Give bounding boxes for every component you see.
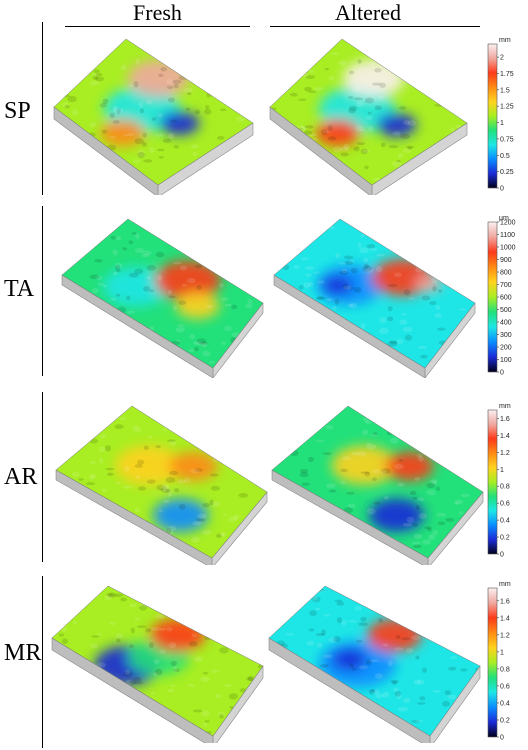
surface-ar-fresh bbox=[55, 405, 268, 565]
colorbar-tick-label: 1100 bbox=[500, 232, 515, 239]
surface-ta-fresh bbox=[61, 218, 264, 378]
colorbar-tick-label: 1 bbox=[500, 649, 504, 656]
colorbar-tick-label: 1.25 bbox=[500, 104, 514, 111]
row-rule-ta bbox=[42, 206, 43, 376]
colorbar-unit: mm bbox=[499, 581, 511, 588]
column-heading-fresh: Fresh bbox=[133, 0, 182, 25]
colorbar-tick-label: 0.2 bbox=[500, 535, 510, 542]
row-label-ta: TA bbox=[4, 276, 35, 302]
colorbar-tick-label: 0 bbox=[500, 735, 504, 742]
colorbar-tick-label: 0.75 bbox=[500, 136, 514, 143]
colorbar-tick-label: 1.75 bbox=[500, 71, 514, 78]
surface-top bbox=[270, 39, 467, 185]
colorbar-tick-label: 0.8 bbox=[500, 666, 510, 673]
colorbar-tick-label: 0.4 bbox=[500, 518, 510, 525]
surface-ar-altered bbox=[271, 405, 484, 565]
colorbar-tick-label: 1.5 bbox=[500, 87, 510, 94]
colorbar-tick-label: 0 bbox=[500, 370, 504, 377]
row-label-ar: AR bbox=[4, 464, 38, 490]
surface-ta-altered bbox=[273, 218, 476, 378]
colorbar-ar: mm 0 0.2 0.4 0.6 0.8 1 1.2 1.4 1.6 bbox=[487, 403, 511, 559]
colorbar-tick-label: 600 bbox=[500, 295, 512, 302]
colorbar-tick-label: 900 bbox=[500, 257, 512, 264]
colorbar-tick-label: 0.8 bbox=[500, 484, 510, 491]
surface-top bbox=[54, 39, 253, 185]
column-rule-altered bbox=[270, 26, 480, 27]
colorbar-unit: mm bbox=[499, 37, 511, 44]
colorbar-mr: mm 0 0.2 0.4 0.6 0.8 1 1.2 1.4 1.6 bbox=[487, 581, 511, 742]
colorbar-tick-label: 1 bbox=[500, 467, 504, 474]
colorbar-tick-label: 200 bbox=[500, 345, 512, 352]
colorbar-tick-label: 1000 bbox=[500, 245, 516, 252]
colorbar-tick-label: 1.4 bbox=[500, 615, 510, 622]
colorbar-tick-label: 2 bbox=[500, 55, 504, 62]
colorbar-tick-label: 0.6 bbox=[500, 501, 510, 508]
column-heading-altered: Altered bbox=[335, 0, 401, 25]
colorbar-tick-label: 0 bbox=[500, 186, 504, 193]
colorbar-tick-label: 1.4 bbox=[500, 433, 510, 440]
colorbar-tick-label: 1.6 bbox=[500, 416, 510, 423]
colorbar-tick-label: 0 bbox=[500, 552, 504, 559]
colorbar-tick-label: 700 bbox=[500, 282, 512, 289]
colorbar-tick-label: 1 bbox=[500, 120, 504, 127]
surface-top bbox=[274, 219, 475, 368]
column-rule-fresh bbox=[65, 26, 250, 27]
colorbar-gradient bbox=[487, 409, 498, 555]
colorbar-tick-label: 1.2 bbox=[500, 632, 510, 639]
colorbar-tick-label: 1.2 bbox=[500, 450, 510, 457]
colorbar-tick-label: 0.25 bbox=[500, 169, 514, 176]
colorbar-tick-label: 0.5 bbox=[500, 153, 510, 160]
row-rule-ar bbox=[42, 392, 43, 562]
surface-sp-fresh bbox=[53, 38, 254, 195]
colorbar-tick-label: 400 bbox=[500, 320, 512, 327]
colorbar-tick-label: 1.6 bbox=[500, 598, 510, 605]
colorbar-tick-label: 1200 bbox=[500, 220, 516, 227]
colorbar-unit: µm bbox=[499, 215, 509, 222]
colorbar-tick-label: 0.2 bbox=[500, 717, 510, 724]
colorbar-tick-label: 300 bbox=[500, 332, 512, 339]
colorbar-unit: mm bbox=[499, 403, 511, 410]
surface-mr-fresh bbox=[51, 585, 264, 743]
surface-mr-altered bbox=[268, 585, 481, 743]
colorbar-tick-label: 500 bbox=[500, 307, 512, 314]
surface-top bbox=[272, 406, 483, 558]
row-label-mr: MR bbox=[4, 640, 42, 666]
row-rule-sp bbox=[42, 22, 43, 195]
colorbar-tick-label: 0.4 bbox=[500, 700, 510, 707]
colorbar-tick-label: 0.6 bbox=[500, 683, 510, 690]
surface-top bbox=[62, 219, 263, 368]
surface-sp-altered bbox=[269, 38, 468, 195]
row-label-sp: SP bbox=[4, 98, 31, 124]
colorbar-sp: mm 0 0.25 0.5 0.75 1 1.25 1.5 1.75 2 bbox=[487, 37, 514, 193]
row-rule-mr bbox=[42, 576, 43, 748]
colorbar-tick-label: 100 bbox=[500, 357, 512, 364]
colorbar-ta: µm 0 100 200 300 400 500 600 700 800 900 1000 1100 12… bbox=[487, 215, 516, 377]
surface-top bbox=[269, 586, 480, 736]
colorbar-gradient bbox=[487, 43, 498, 189]
surface-top bbox=[56, 406, 267, 558]
colorbar-gradient bbox=[487, 221, 498, 373]
colorbar-gradient bbox=[487, 587, 498, 738]
colorbar-tick-label: 800 bbox=[500, 270, 512, 277]
